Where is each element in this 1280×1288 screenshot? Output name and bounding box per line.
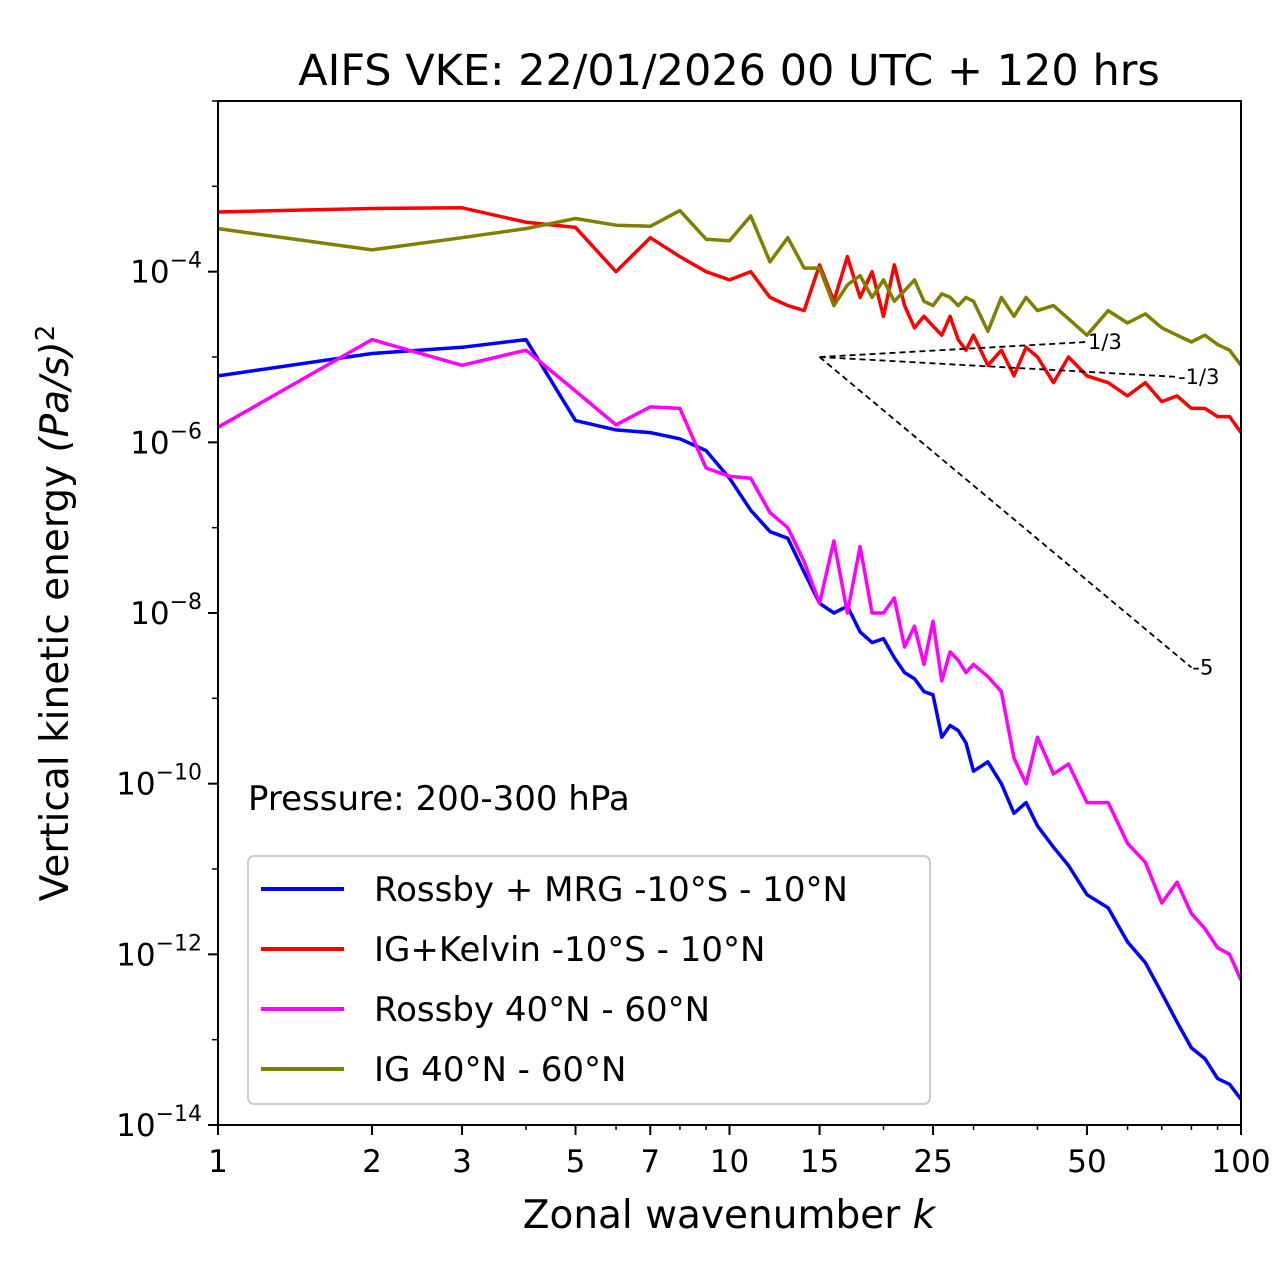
x-tick-label: 100 <box>1211 1144 1270 1180</box>
series-line-0 <box>217 337 1243 1101</box>
x-tick-label: 3 <box>452 1144 472 1180</box>
series-line-1 <box>217 206 1243 434</box>
x-tick-label: 7 <box>640 1144 660 1180</box>
y-tick-label: 10−14 <box>116 1102 202 1144</box>
chart-title: AIFS VKE: 22/01/2026 00 UTC + 120 hrs <box>298 46 1160 96</box>
y-tick-label: 10−8 <box>130 590 202 632</box>
legend-box <box>247 855 931 1105</box>
y-tick-label: 10−10 <box>116 761 202 803</box>
reference-line-label-2: -5 <box>1192 655 1213 679</box>
x-tick-label: 10 <box>710 1144 749 1180</box>
x-tick-label: 50 <box>1067 1144 1106 1180</box>
y-tick-label: 10−12 <box>116 931 202 973</box>
x-axis: 1 2 3 5 7 10 15 25 50 100 <box>208 1125 1271 1180</box>
legend-entries: Rossby + MRG -10°S - 10°N IG+Kelvin -10°S… <box>261 870 848 1090</box>
legend-label-2: Rossby 40°N - 60°N <box>374 990 710 1030</box>
legend-label-0: Rossby + MRG -10°S - 10°N <box>374 870 848 910</box>
x-tick-label: 2 <box>362 1144 382 1180</box>
legend: Rossby + MRG -10°S - 10°N IG+Kelvin -10°S… <box>247 855 931 1105</box>
series-layer <box>217 206 1243 1101</box>
reference-line-label-0: 1/3 <box>1088 330 1122 354</box>
plot-area: 1/3 -1/3 -5 <box>217 100 1243 1126</box>
y-tick-label: 10−4 <box>130 249 202 291</box>
x-tick-label: 5 <box>566 1144 586 1180</box>
reference-line-2 <box>818 356 1193 669</box>
series-line-2 <box>217 337 1243 981</box>
x-tick-label: 15 <box>800 1144 839 1180</box>
y-axis-label: Vertical kinetic energy (Pa/s)2 <box>31 325 78 902</box>
legend-label-3: IG 40°N - 60°N <box>374 1050 626 1090</box>
legend-label-1: IG+Kelvin -10°S - 10°N <box>374 930 765 970</box>
x-tick-label: 25 <box>913 1144 952 1180</box>
reference-line-0 <box>819 341 1088 358</box>
y-tick-label: 10−6 <box>130 419 202 461</box>
x-tick-label: 1 <box>208 1144 228 1180</box>
reference-slope-lines: 1/3 -1/3 -5 <box>818 330 1219 679</box>
series-line-3 <box>217 208 1243 367</box>
x-axis-label: Zonal wavenumber k <box>523 1193 937 1238</box>
y-axis: 10−4 10−6 10−8 10−10 10−12 10−14 <box>116 100 218 1144</box>
pressure-annotation: Pressure: 200-300 hPa <box>248 779 630 819</box>
reference-line-label-1: -1/3 <box>1178 365 1219 389</box>
